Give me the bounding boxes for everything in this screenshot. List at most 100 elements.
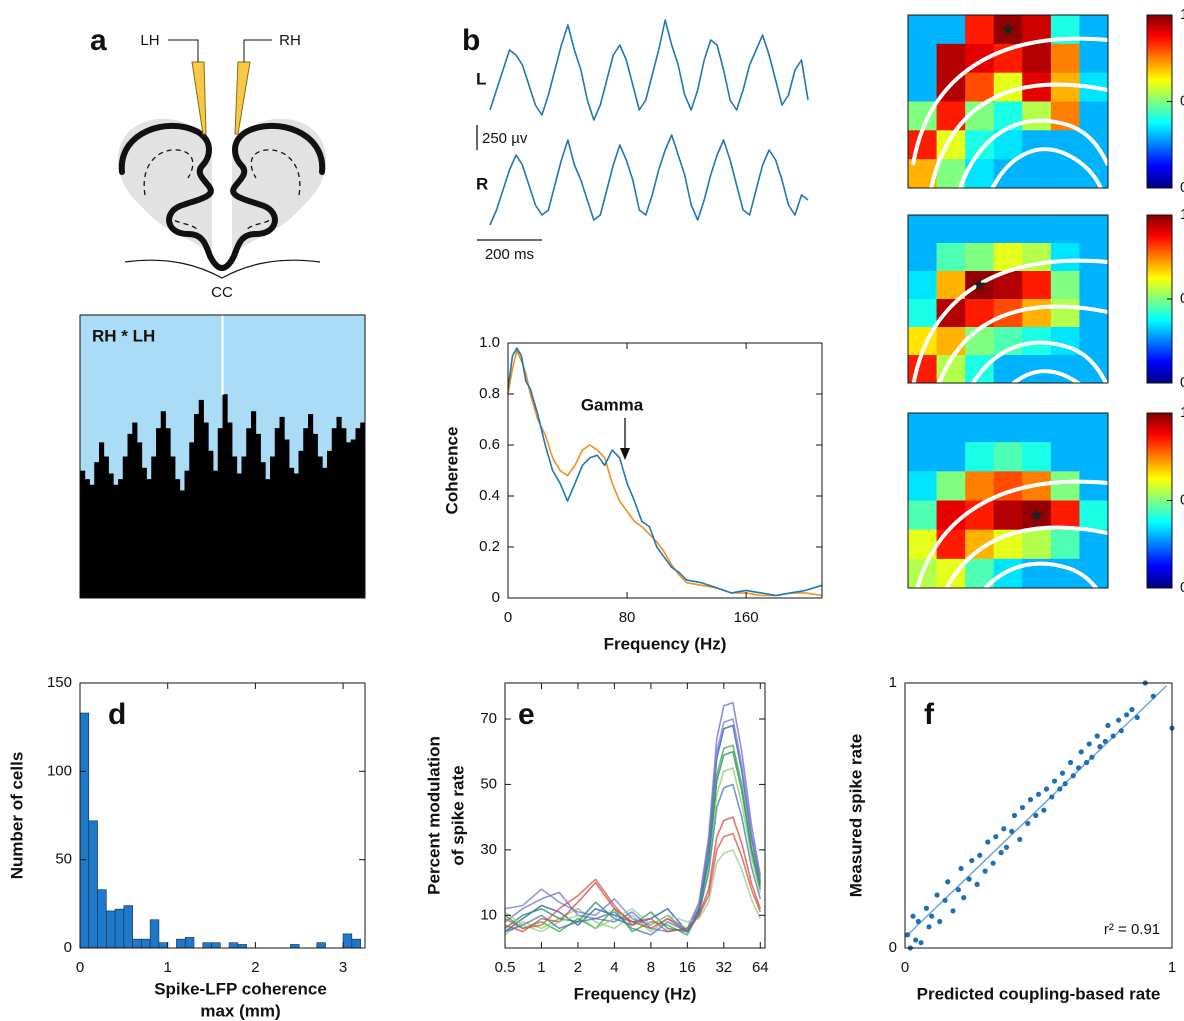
scatter-point (955, 887, 962, 893)
x-tick-label: 80 (619, 609, 636, 626)
cell-layer-curve (944, 525, 1108, 588)
scatter-point (1070, 773, 1076, 779)
scatter-point (934, 892, 940, 898)
data-line (504, 724, 762, 933)
bar (108, 473, 114, 598)
scatter-point (1001, 826, 1007, 832)
histogram-bar (123, 905, 133, 949)
y-axis-label: Coherence (442, 427, 461, 515)
bar (327, 450, 333, 598)
colorbar-tick-label: 1.0 (1180, 206, 1184, 223)
y-tick-label: 50 (55, 851, 72, 868)
heatmap-cell (993, 215, 1023, 244)
heatmap-cell (1022, 43, 1052, 74)
bar (194, 414, 200, 598)
scatter-point (950, 908, 956, 914)
scatter-point (918, 940, 924, 946)
y-tick-label: 0.4 (479, 487, 500, 504)
scatter-point (1094, 733, 1100, 739)
heatmap-cell (1079, 299, 1109, 328)
heatmap-cell (936, 43, 966, 74)
bar (308, 414, 314, 598)
scatter-point (1003, 844, 1010, 850)
bar (165, 428, 171, 598)
data-line (504, 750, 762, 933)
bar (312, 433, 318, 598)
heatmap-cell (908, 15, 938, 45)
data-line (507, 347, 823, 597)
colorbar-tick-label: 1.0 (1180, 404, 1184, 421)
scatter-point (1078, 749, 1084, 755)
histogram-bar (211, 942, 221, 949)
data-line (504, 744, 762, 936)
x-tick-label: 32 (715, 959, 732, 976)
heatmap-cell (908, 215, 938, 244)
colorbar-tick-label: 0 (1180, 374, 1184, 391)
fit-line (904, 685, 1168, 938)
bar (236, 473, 242, 598)
heatmap-cell (1022, 159, 1052, 189)
bar (279, 416, 285, 598)
heatmap-cell (908, 243, 938, 272)
y-tick-label: 70 (480, 710, 497, 727)
scatter-point (1129, 706, 1135, 713)
bar (255, 433, 261, 598)
histogram-bar (184, 937, 195, 949)
heatmap-cell (908, 72, 938, 102)
heatmap-cell (1079, 529, 1109, 560)
scatter-point (1075, 765, 1082, 771)
corpus-callosum-arc (124, 259, 321, 279)
histogram-bar (351, 938, 361, 949)
y-axis-label: of spike rate (448, 765, 467, 865)
cell-layer-curve (1010, 369, 1082, 383)
bar (122, 456, 128, 598)
scatter-point (993, 834, 999, 840)
x-tick-label: 0 (76, 959, 84, 976)
anatomy-outline (911, 36, 1108, 188)
x-tick-label: 8 (647, 959, 655, 976)
scatter-point (1009, 828, 1015, 835)
heatmap-cell (1050, 43, 1080, 74)
heatmap-cell (908, 299, 938, 328)
bar (331, 428, 337, 598)
heatmap-cell (936, 299, 966, 328)
bar (293, 473, 299, 598)
scatter-point (982, 868, 988, 874)
scatter-point (1041, 807, 1047, 813)
peak-star (1000, 21, 1016, 36)
scatter-point (998, 850, 1004, 856)
x-tick-label: 1 (1168, 959, 1176, 976)
heatmap-cell (936, 101, 966, 131)
heatmap-cell (965, 471, 995, 501)
x-axis-label: Frequency (Hz) (574, 984, 697, 1003)
panel-letter: e (518, 698, 535, 731)
heatmap-cell (936, 215, 966, 244)
heatmap-cell (1079, 101, 1109, 131)
y-axis-label: Measured spike rate (846, 734, 865, 897)
bar (298, 450, 304, 598)
heatmap-cell (965, 442, 995, 472)
scatter-point (1124, 712, 1130, 718)
y-axis-label: Number of cells (7, 752, 26, 880)
cell-layer-curve (937, 304, 1108, 383)
bar (160, 411, 166, 598)
scatter-point (974, 881, 980, 888)
plot-frame (79, 314, 366, 599)
bar (274, 428, 280, 598)
scatter-point (926, 924, 932, 930)
histogram-bar (88, 820, 98, 949)
x-tick-label: 2 (574, 959, 582, 976)
heatmap-cell (965, 215, 995, 244)
heatmap-cell (965, 72, 995, 102)
scatter-point (961, 895, 967, 901)
heatmap-cell (1022, 529, 1052, 560)
heatmap-cell (965, 355, 995, 384)
scatter-point (1116, 717, 1122, 723)
histogram-bar (176, 938, 186, 949)
heatmap-cell (1050, 243, 1080, 272)
scatter-point (1017, 836, 1023, 842)
cell-layer-curve (911, 258, 1108, 383)
scatter-point (1134, 714, 1140, 721)
heatmap-cell (1022, 271, 1052, 300)
